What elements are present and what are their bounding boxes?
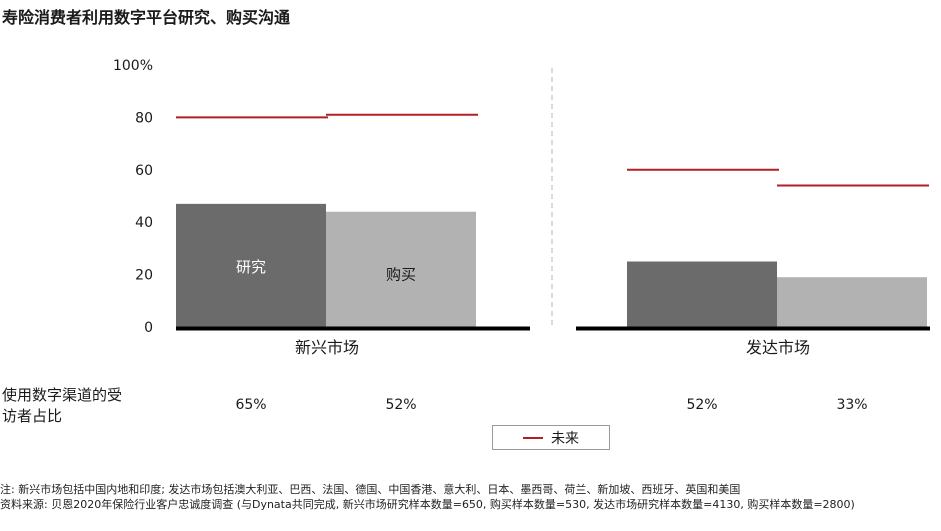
share-value-emerging-research: 65% <box>235 397 267 413</box>
y-tick-label: 60 <box>135 163 153 179</box>
share-value-developed-purchase: 33% <box>836 397 868 413</box>
y-tick-label: 80 <box>135 110 153 126</box>
footnotes: 注: 新兴市场包括中国内地和印度; 发达市场包括澳大利亚、巴西、法国、德国、中国… <box>0 482 935 512</box>
bar-developed-research <box>627 261 777 327</box>
legend-future-label: 未来 <box>551 430 579 447</box>
x-category-label: 发达市场 <box>746 338 810 357</box>
digital-share-label: 使用数字渠道的受访者占比 <box>2 386 123 425</box>
bar-emerging-purchase <box>326 211 476 327</box>
bar-developed-purchase <box>777 277 927 327</box>
chart-title: 寿险消费者利用数字平台研究、购买沟通 <box>2 8 291 27</box>
footnote-source: 资料来源: 贝恩2020年保险行业客户忠诚度调查 (与Dynata共同完成, 新… <box>0 498 855 511</box>
legend-future-line-icon <box>523 436 543 439</box>
x-category-label: 新兴市场 <box>295 338 359 357</box>
y-tick-label: 40 <box>135 215 153 231</box>
y-tick-label: 0 <box>144 320 153 336</box>
footnote-note: 注: 新兴市场包括中国内地和印度; 发达市场包括澳大利亚、巴西、法国、德国、中国… <box>0 483 741 496</box>
share-value-emerging-purchase: 52% <box>385 397 417 413</box>
chart-legend: 未来 <box>492 425 610 450</box>
bar-label: 研究 <box>236 258 266 276</box>
bar-emerging-research <box>176 203 326 327</box>
bar-label: 购买 <box>386 266 416 284</box>
share-value-developed-research: 52% <box>686 397 718 413</box>
y-tick-label: 20 <box>135 268 153 284</box>
y-tick-label: 100% <box>113 58 153 74</box>
